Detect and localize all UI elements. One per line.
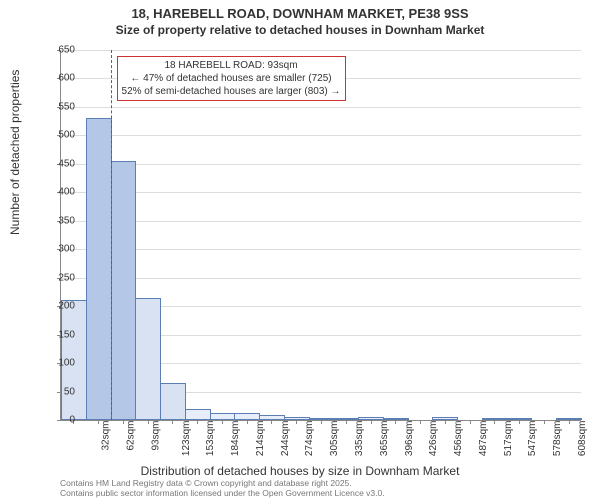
- xtick-mark: [321, 420, 322, 424]
- gridline: [61, 107, 581, 108]
- ytick-label: 150: [45, 329, 75, 340]
- attribution-line-1: Contains HM Land Registry data © Crown c…: [60, 478, 385, 488]
- xtick-label: 487sqm: [478, 421, 489, 457]
- xtick-label: 214sqm: [255, 421, 266, 457]
- xtick-label: 396sqm: [404, 421, 415, 457]
- xtick-mark: [247, 420, 248, 424]
- ytick-label: 100: [45, 358, 75, 369]
- x-axis-label: Distribution of detached houses by size …: [0, 464, 600, 478]
- y-axis-label: Number of detached properties: [8, 70, 22, 235]
- annotation-line-2: 52% of semi-detached houses are larger (…: [122, 85, 341, 98]
- xtick-label: 305sqm: [329, 421, 340, 457]
- ytick-label: 550: [45, 101, 75, 112]
- gridline: [61, 135, 581, 136]
- xtick-mark: [222, 420, 223, 424]
- ytick-label: 50: [45, 386, 75, 397]
- histogram-bar: [135, 298, 161, 420]
- gridline: [61, 249, 581, 250]
- xtick-label: 426sqm: [428, 421, 439, 457]
- xtick-label: 123sqm: [181, 421, 192, 457]
- xtick-mark: [148, 420, 149, 424]
- annotation-line-1: ← 47% of detached houses are smaller (72…: [122, 72, 341, 85]
- marker-line: [111, 50, 112, 420]
- xtick-mark: [197, 420, 198, 424]
- chart-title: 18, HAREBELL ROAD, DOWNHAM MARKET, PE38 …: [0, 0, 600, 21]
- xtick-label: 608sqm: [577, 421, 588, 457]
- ytick-label: 250: [45, 272, 75, 283]
- histogram-bar: [185, 409, 211, 420]
- histogram-bar: [86, 118, 112, 420]
- ytick-label: 500: [45, 130, 75, 141]
- annotation-title: 18 HAREBELL ROAD: 93sqm: [122, 59, 341, 72]
- xtick-label: 578sqm: [552, 421, 563, 457]
- xtick-label: 517sqm: [503, 421, 514, 457]
- histogram-bar: [111, 161, 137, 420]
- histogram-bar: [234, 413, 260, 420]
- xtick-label: 184sqm: [230, 421, 241, 457]
- xtick-label: 365sqm: [379, 421, 390, 457]
- chart-subtitle: Size of property relative to detached ho…: [0, 21, 600, 37]
- xtick-mark: [371, 420, 372, 424]
- ytick-label: 650: [45, 45, 75, 56]
- xtick-mark: [296, 420, 297, 424]
- xtick-mark: [569, 420, 570, 424]
- xtick-mark: [98, 420, 99, 424]
- xtick-mark: [519, 420, 520, 424]
- xtick-label: 32sqm: [101, 421, 112, 451]
- attribution: Contains HM Land Registry data © Crown c…: [60, 478, 385, 498]
- xtick-label: 547sqm: [527, 421, 538, 457]
- gridline: [61, 221, 581, 222]
- xtick-label: 244sqm: [280, 421, 291, 457]
- gridline: [61, 192, 581, 193]
- gridline: [61, 278, 581, 279]
- xtick-mark: [470, 420, 471, 424]
- xtick-label: 62sqm: [126, 421, 137, 451]
- histogram-bar: [210, 413, 236, 420]
- attribution-line-2: Contains public sector information licen…: [60, 488, 385, 498]
- ytick-label: 200: [45, 301, 75, 312]
- xtick-label: 274sqm: [305, 421, 316, 457]
- ytick-label: 600: [45, 73, 75, 84]
- xtick-label: 335sqm: [354, 421, 365, 457]
- xtick-label: 153sqm: [206, 421, 217, 457]
- xtick-mark: [445, 420, 446, 424]
- xtick-mark: [494, 420, 495, 424]
- xtick-mark: [544, 420, 545, 424]
- chart-container: 18, HAREBELL ROAD, DOWNHAM MARKET, PE38 …: [0, 0, 600, 500]
- xtick-mark: [271, 420, 272, 424]
- ytick-label: 450: [45, 158, 75, 169]
- xtick-mark: [395, 420, 396, 424]
- xtick-mark: [123, 420, 124, 424]
- plot-area: 32sqm62sqm93sqm123sqm153sqm184sqm214sqm2…: [60, 50, 581, 421]
- xtick-mark: [420, 420, 421, 424]
- ytick-label: 350: [45, 215, 75, 226]
- gridline: [61, 164, 581, 165]
- xtick-label: 456sqm: [453, 421, 464, 457]
- ytick-label: 400: [45, 187, 75, 198]
- xtick-mark: [346, 420, 347, 424]
- gridline: [61, 50, 581, 51]
- ytick-label: 300: [45, 244, 75, 255]
- annotation-box: 18 HAREBELL ROAD: 93sqm← 47% of detached…: [117, 56, 346, 101]
- ytick-label: 0: [45, 415, 75, 426]
- xtick-label: 93sqm: [150, 421, 161, 451]
- xtick-mark: [172, 420, 173, 424]
- histogram-bar: [160, 383, 186, 420]
